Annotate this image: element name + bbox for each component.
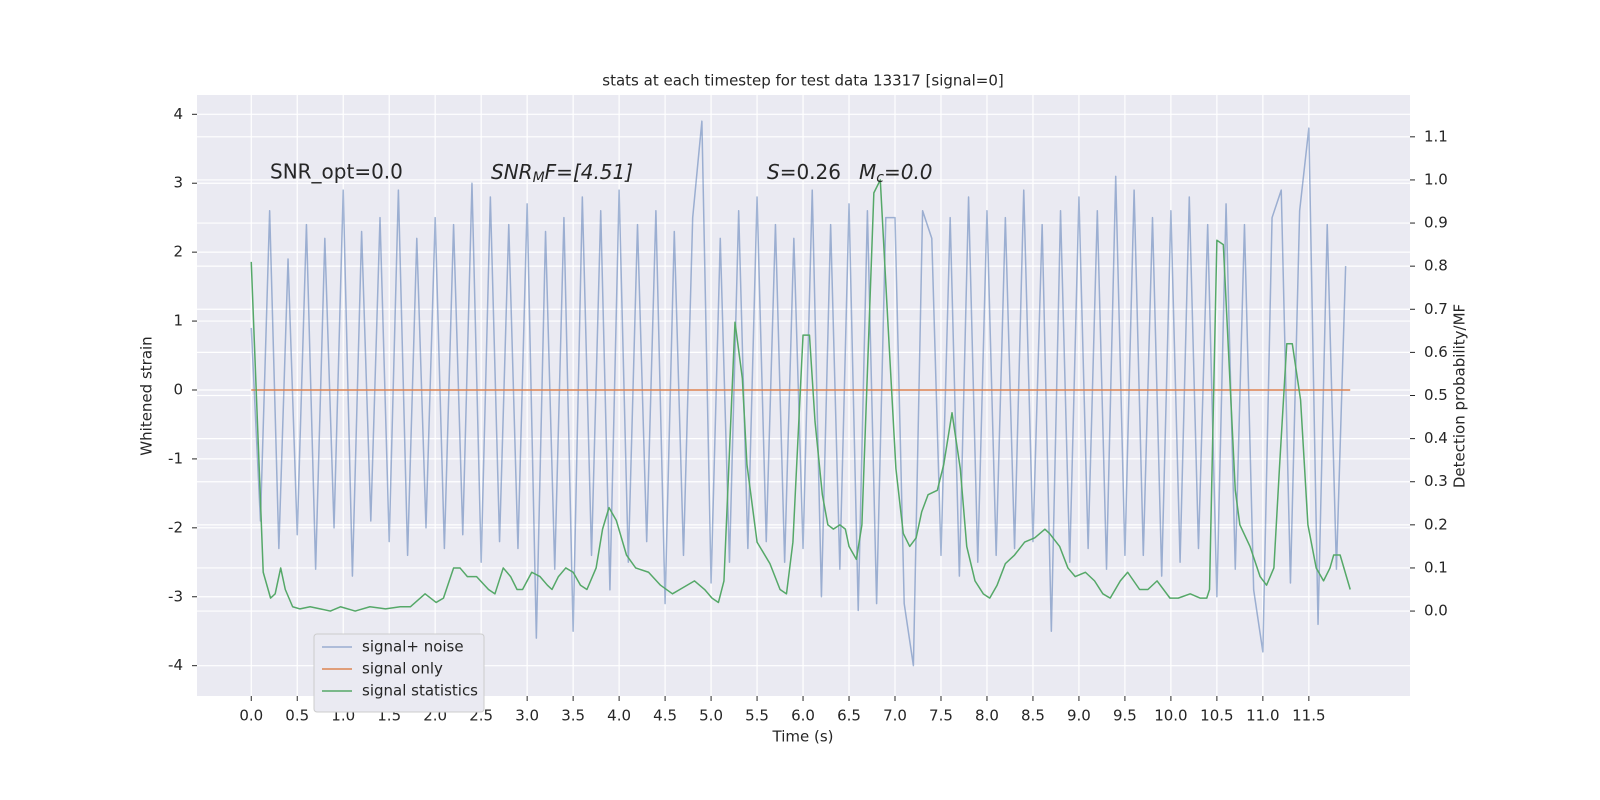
x-tick-label: 0.0 — [239, 707, 263, 725]
y2-tick-label: 1.0 — [1424, 170, 1448, 188]
y-tick-label: 0 — [173, 380, 183, 398]
annotation-sub: M — [533, 170, 545, 186]
legend-label: signal+ noise — [362, 638, 464, 656]
legend-label: signal statistics — [362, 682, 478, 700]
y2-tick-label: 1.1 — [1424, 127, 1448, 145]
x-tick-label: 5.5 — [745, 707, 769, 725]
annotation: SNR_opt=0.0 — [270, 160, 403, 184]
x-tick-label: 9.5 — [1113, 707, 1137, 725]
annotation: S=0.26 — [767, 160, 841, 184]
y2-tick-label: 0.8 — [1424, 257, 1448, 275]
y2-tick-label: 0.2 — [1424, 515, 1448, 533]
x-tick-label: 5.0 — [699, 707, 723, 725]
x-tick-label: 0.5 — [285, 707, 309, 725]
x-tick-label: 4.5 — [653, 707, 677, 725]
annotation-rest: F=[4.51] — [545, 160, 633, 184]
y-tick-label: -3 — [168, 587, 183, 605]
x-tick-label: 11.0 — [1246, 707, 1279, 725]
y2-tick-label: 0.0 — [1424, 602, 1448, 620]
annotation-main: M — [859, 160, 876, 184]
x-tick-label: 3.5 — [561, 707, 585, 725]
annotation-main: S — [767, 160, 780, 184]
y2-axis-label: Detection probability/MF — [1451, 304, 1469, 488]
x-tick-label: 8.5 — [1021, 707, 1045, 725]
y-tick-label: 1 — [173, 312, 183, 330]
x-tick-label: 4.0 — [607, 707, 631, 725]
y-axis-label: Whitened strain — [138, 336, 156, 455]
x-tick-label: 6.0 — [791, 707, 815, 725]
x-tick-label: 7.5 — [929, 707, 953, 725]
y-tick-label: -4 — [168, 656, 183, 674]
legend-label: signal only — [362, 660, 443, 678]
annotation-main: SNR — [491, 160, 533, 184]
annotation-rest: =0.0 — [884, 160, 933, 184]
annotation: Mc=0.0 — [859, 160, 933, 187]
y2-tick-label: 0.5 — [1424, 386, 1448, 404]
y-tick-label: 3 — [173, 174, 183, 192]
y2-tick-label: 0.7 — [1424, 300, 1448, 318]
y2-tick-label: 0.9 — [1424, 214, 1448, 232]
legend-box — [313, 633, 485, 713]
annotation-sub: c — [876, 170, 884, 186]
y-tick-label: -2 — [168, 518, 183, 536]
y2-tick-label: 0.6 — [1424, 343, 1448, 361]
chart-title: stats at each timestep for test data 133… — [602, 72, 1003, 90]
x-tick-label: 9.0 — [1067, 707, 1091, 725]
x-tick-label: 3.0 — [515, 707, 539, 725]
series-line — [250, 179, 1351, 612]
x-axis-label: Time (s) — [772, 728, 834, 746]
y-tick-label: 4 — [173, 105, 183, 123]
y2-tick-label: 0.1 — [1424, 558, 1448, 576]
series-line — [250, 120, 1347, 667]
x-tick-label: 11.5 — [1292, 707, 1325, 725]
x-tick-label: 10.0 — [1154, 707, 1187, 725]
y2-tick-label: 0.4 — [1424, 429, 1448, 447]
x-tick-label: 10.5 — [1200, 707, 1233, 725]
annotation-rest: =0.26 — [780, 160, 841, 184]
x-tick-label: 7.0 — [883, 707, 907, 725]
x-tick-label: 6.5 — [837, 707, 861, 725]
x-tick-label: 8.0 — [975, 707, 999, 725]
annotation: SNRMF=[4.51] — [491, 160, 633, 187]
y-tick-label: -1 — [168, 449, 183, 467]
y-tick-label: 2 — [173, 243, 183, 261]
y2-tick-label: 0.3 — [1424, 472, 1448, 490]
